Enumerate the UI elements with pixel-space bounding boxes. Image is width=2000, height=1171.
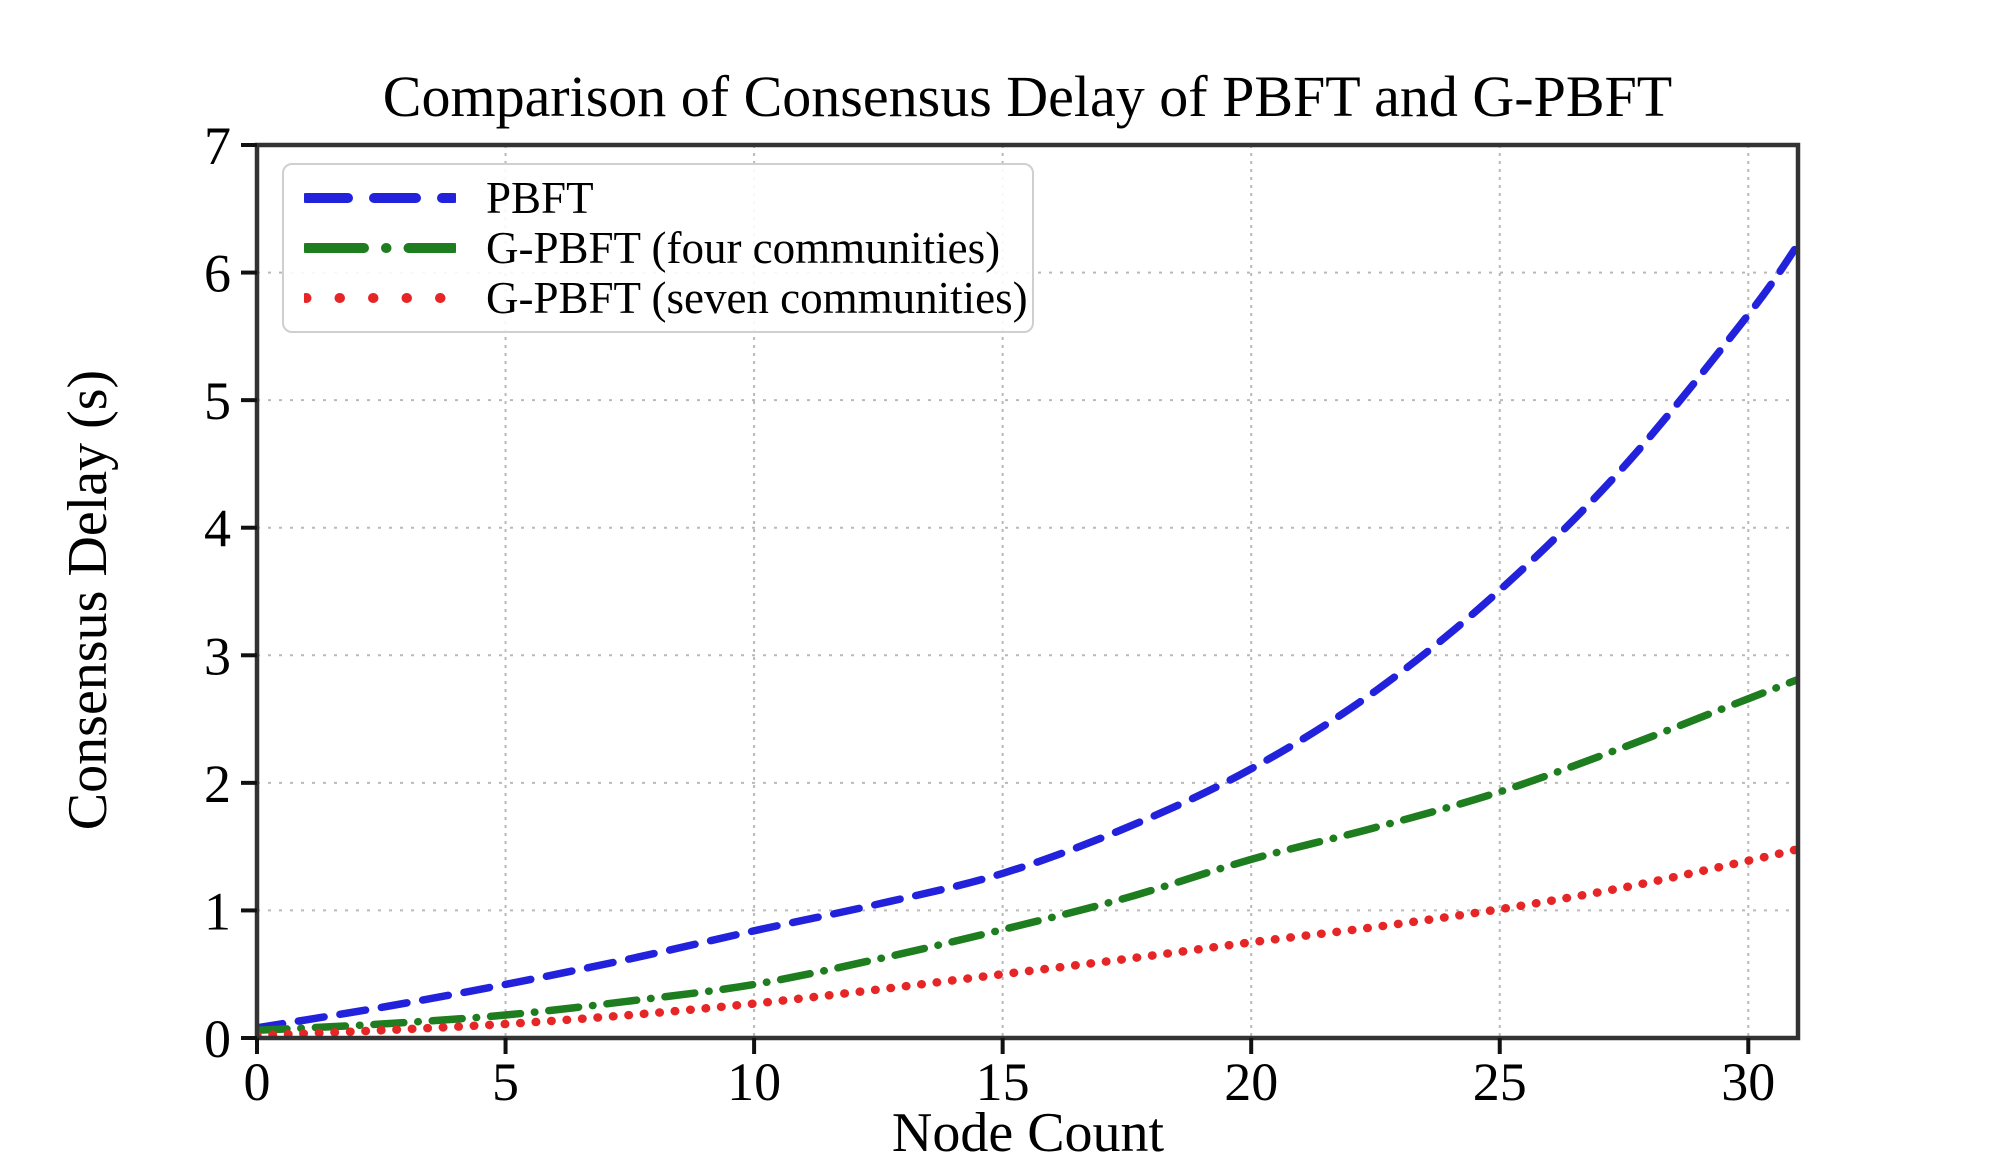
series-line-pbft — [255, 240, 1800, 1032]
x-axis-label: Node Count — [891, 1102, 1165, 1164]
legend-item-g-pbft-four-communities: G-PBFT (four communities) — [304, 222, 1022, 273]
x-tick-label-25: 25 — [1473, 1052, 1527, 1112]
plot-frame — [254, 142, 1801, 1041]
y-tick-label-7: 7 — [204, 116, 231, 176]
legend: PBFT G-PBFT (four communities) G-PBFT (sev… — [282, 163, 1034, 333]
y-tick-label-1: 1 — [204, 881, 231, 941]
y-tick-label-5: 5 — [204, 371, 231, 431]
y-tick-label-0: 0 — [204, 1009, 231, 1069]
legend-item-g-pbft-seven-communities: G-PBFT (seven communities) — [304, 275, 1028, 321]
legend-label: G-PBFT (seven communities) — [486, 272, 1028, 323]
legend-line-sample-g-pbft-four-communities — [304, 243, 456, 253]
y-axis-label: Consensus Delay (s) — [57, 369, 119, 831]
y-tick-label-2: 2 — [204, 754, 231, 814]
x-tick-label-10: 10 — [727, 1052, 781, 1112]
series-line-g-pbft-four-communities — [255, 675, 1800, 1035]
x-tick-label-15: 15 — [976, 1052, 1030, 1112]
legend-line-sample-pbft — [304, 193, 456, 203]
legend-item-pbft: PBFT — [304, 172, 1022, 223]
chart-title: Comparison of Consensus Delay of PBFT an… — [382, 64, 1673, 129]
legend-line-sample-g-pbft-seven-communities — [304, 293, 456, 303]
y-tick-label-4: 4 — [204, 499, 231, 559]
series-line-g-pbft-seven-communities — [255, 844, 1800, 1040]
x-tick-label-0: 0 — [244, 1052, 271, 1112]
y-tick-label-3: 3 — [204, 626, 231, 686]
x-tick-label-30: 30 — [1721, 1052, 1775, 1112]
x-tick-label-5: 5 — [492, 1052, 519, 1112]
x-tick-label-20: 20 — [1224, 1052, 1278, 1112]
y-tick-label-6: 6 — [204, 244, 231, 304]
legend-label: PBFT — [486, 172, 594, 223]
legend-label: G-PBFT (four communities) — [486, 222, 1001, 273]
